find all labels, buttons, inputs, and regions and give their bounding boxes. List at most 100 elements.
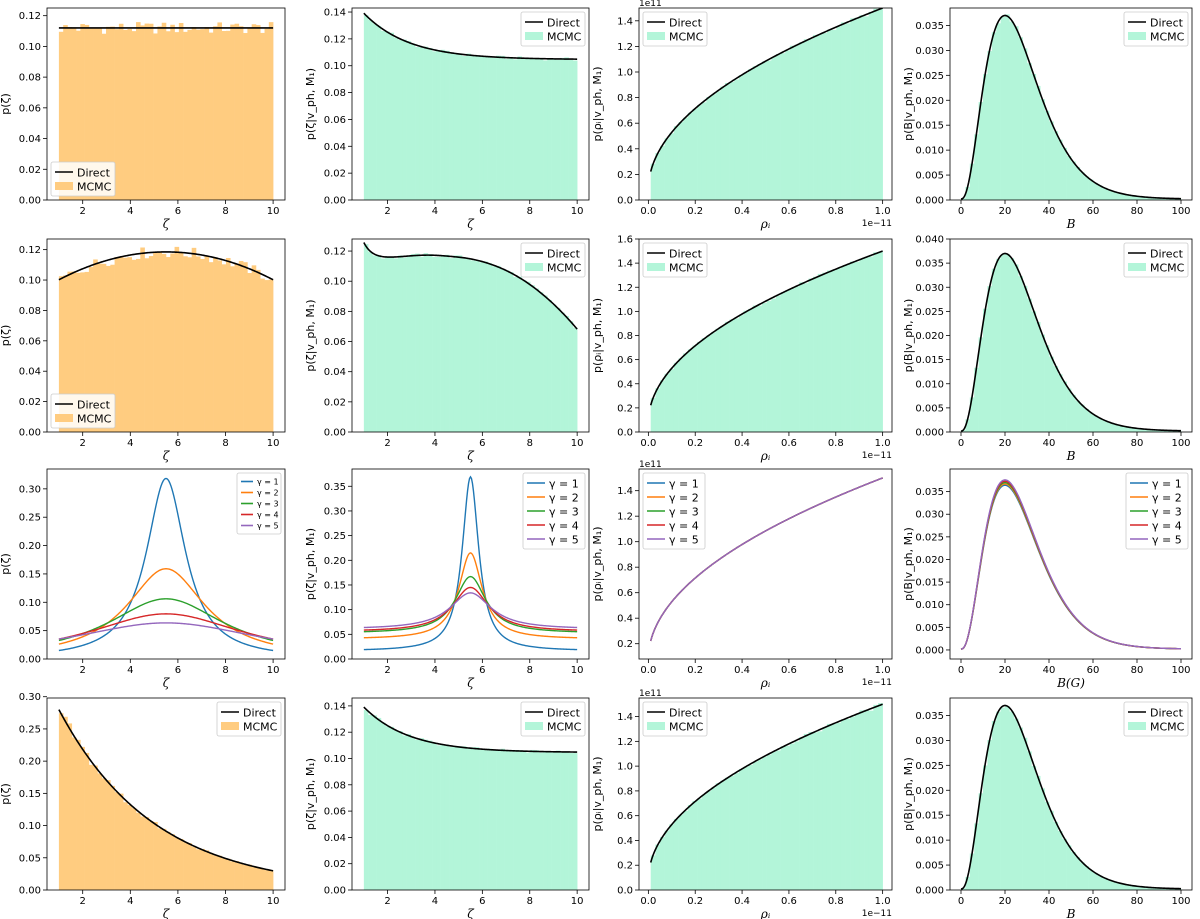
histogram-bar bbox=[1119, 883, 1125, 890]
histogram-bar bbox=[136, 22, 141, 200]
y-tick-label: 0.08 bbox=[324, 88, 346, 99]
histogram-bar bbox=[738, 769, 744, 890]
histogram-bar bbox=[697, 341, 703, 432]
series-line-gamma-5 bbox=[650, 477, 883, 642]
histogram-bar bbox=[826, 29, 832, 200]
histogram-bar bbox=[831, 29, 837, 200]
y-tick-label: 1.4 bbox=[617, 486, 633, 497]
series-line-gamma-4 bbox=[363, 586, 578, 631]
histogram-bar bbox=[402, 257, 407, 432]
y-axis-label: p(ζ) bbox=[0, 783, 12, 805]
y-tick-label: 0.15 bbox=[19, 569, 41, 580]
histogram-bar bbox=[659, 380, 665, 432]
histogram-bar bbox=[729, 81, 735, 200]
histogram-bar bbox=[406, 255, 412, 432]
histogram-bar bbox=[701, 102, 707, 200]
histogram-bar bbox=[183, 256, 188, 432]
x-tick-label: 80 bbox=[1131, 896, 1144, 907]
histogram-bar bbox=[845, 23, 851, 200]
legend-patch-swatch bbox=[55, 414, 73, 422]
histogram-bar bbox=[500, 268, 505, 432]
legend-label: γ = 1 bbox=[257, 478, 279, 487]
histogram-bar bbox=[76, 739, 81, 890]
x-tick-label: 8 bbox=[527, 896, 533, 907]
histogram-bar bbox=[483, 749, 488, 890]
y-tick-label: 1.0 bbox=[617, 537, 633, 548]
histogram-bar bbox=[974, 823, 979, 890]
histogram-bar bbox=[775, 750, 781, 890]
histogram-bar bbox=[436, 50, 441, 200]
y-tick-label: 0.00 bbox=[19, 886, 41, 897]
histogram-bar bbox=[965, 419, 971, 432]
x-tick-label: 8 bbox=[222, 665, 228, 676]
histogram-bar bbox=[427, 740, 433, 890]
histogram-bar bbox=[213, 855, 218, 890]
histogram-bar bbox=[161, 22, 167, 200]
x-tick-label: 4 bbox=[127, 206, 133, 217]
histogram-bar bbox=[1128, 885, 1133, 890]
histogram-bar bbox=[1101, 877, 1107, 890]
histogram-bar bbox=[444, 744, 450, 890]
histogram-bar bbox=[234, 263, 240, 432]
histogram-bar bbox=[397, 255, 403, 432]
histogram-bar bbox=[461, 746, 467, 890]
histogram-bar bbox=[153, 251, 158, 432]
plot-area bbox=[960, 252, 1182, 432]
histogram-bar bbox=[697, 104, 703, 200]
legend-label: Direct bbox=[77, 167, 111, 180]
y-tick-label: 0.35 bbox=[324, 482, 346, 493]
panel-r2c2: 0.0 0.2 0.4 0.6 0.8 1.0 0.2 0.4 0.6 0.8 1.0 1.2 1.4 ρ… bbox=[591, 460, 893, 690]
y-tick-label: 0.015 bbox=[915, 578, 944, 589]
x-tick-label: 60 bbox=[1087, 665, 1100, 676]
x-tick-label: 1.0 bbox=[875, 665, 891, 676]
histogram-bar bbox=[817, 731, 823, 890]
legend-label: MCMC bbox=[547, 721, 582, 734]
histogram-bar bbox=[822, 727, 828, 890]
y-tick-label: 0.12 bbox=[19, 11, 41, 22]
histogram-bar bbox=[817, 34, 823, 200]
histogram-bar bbox=[655, 844, 661, 890]
histogram-bar bbox=[1132, 885, 1138, 890]
histogram-bar bbox=[368, 714, 373, 890]
histogram-bar bbox=[720, 780, 726, 890]
histogram-bar bbox=[738, 315, 744, 432]
y-tick-label: 0.00 bbox=[324, 428, 346, 439]
histogram-bar bbox=[551, 304, 557, 432]
histogram-bar bbox=[521, 58, 527, 200]
y-axis-label: p(ζ|v_ph, M₁) bbox=[304, 68, 317, 140]
histogram-bar bbox=[697, 798, 703, 890]
histogram-bar bbox=[457, 54, 463, 200]
histogram-bar bbox=[427, 48, 433, 200]
histogram-bar bbox=[965, 186, 971, 200]
legend-box bbox=[236, 472, 282, 535]
histogram-bar bbox=[1040, 99, 1045, 200]
histogram-bar bbox=[508, 272, 514, 432]
histogram-bar bbox=[110, 264, 115, 432]
legend-patch-swatch bbox=[525, 722, 543, 730]
histogram-bar bbox=[808, 278, 814, 432]
histogram-bar bbox=[58, 276, 64, 432]
y-tick-label: 0.4 bbox=[617, 144, 633, 155]
y-tick-label: 0.25 bbox=[19, 513, 41, 524]
histogram-bar bbox=[780, 292, 786, 432]
histogram-bar bbox=[669, 824, 675, 890]
legend: γ = 1γ = 2γ = 3γ = 4γ = 5 bbox=[642, 472, 706, 550]
histogram-bar bbox=[118, 256, 124, 432]
histogram-bar bbox=[530, 285, 535, 432]
histogram-bar bbox=[1154, 197, 1160, 200]
histogram-bar bbox=[987, 739, 993, 890]
plot-area bbox=[649, 8, 883, 200]
histogram-bar bbox=[822, 272, 828, 432]
x-tick-label: 0 bbox=[958, 665, 964, 676]
histogram-bar bbox=[1137, 196, 1142, 200]
histogram-bar bbox=[183, 842, 188, 890]
histogram-bar bbox=[1022, 737, 1028, 890]
legend-label: Direct bbox=[77, 399, 111, 412]
histogram-bar bbox=[466, 748, 471, 890]
x-axis-label: ζ bbox=[163, 449, 171, 463]
legend-patch-swatch bbox=[525, 32, 543, 40]
x-offset-label: 1e−11 bbox=[862, 451, 892, 461]
histogram-bar bbox=[136, 258, 141, 432]
histogram-bar bbox=[859, 710, 865, 890]
x-tick-label: 0.8 bbox=[828, 665, 844, 676]
